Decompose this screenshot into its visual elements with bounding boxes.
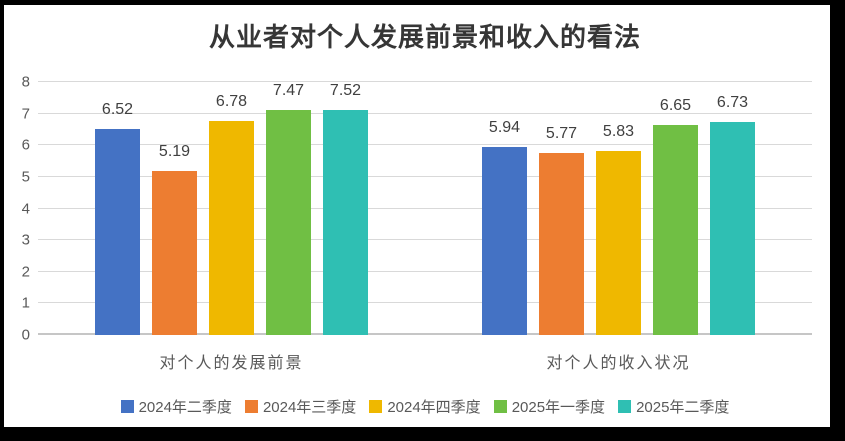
legend-item: 2024年二季度 bbox=[120, 396, 232, 417]
gridline bbox=[38, 302, 812, 304]
bar-slot: 5.19 bbox=[152, 82, 197, 335]
legend-swatch-icon bbox=[244, 400, 258, 413]
bar-value-label: 6.78 bbox=[215, 92, 248, 110]
y-tick-label: 6 bbox=[21, 136, 30, 154]
bar-value-label: 5.77 bbox=[545, 124, 578, 142]
bars-container: 6.52 5.19 6.78 7.47 7.52 5.94 5.77 5.83 6.65 6.73 bbox=[38, 82, 812, 335]
legend: 2024年二季度 2024年三季度 2024年四季度 2025年一季度 2025年二季度 bbox=[38, 396, 812, 417]
x-category-label: 对个人的收入状况 bbox=[546, 355, 691, 372]
category-group: 5.94 5.77 5.83 6.65 6.73 bbox=[425, 82, 812, 335]
bar-value-label: 6.52 bbox=[101, 100, 134, 118]
plot-area: 6.52 5.19 6.78 7.47 7.52 5.94 5.77 5.83 6.65 6.73 bbox=[38, 81, 812, 335]
chart-canvas: 从业者对个人发展前景和收入的看法 0 1 2 3 4 5 6 7 8 6.52 5.19 6.78 7… bbox=[4, 5, 830, 427]
legend-swatch-icon bbox=[618, 400, 632, 413]
legend-swatch-icon bbox=[369, 400, 383, 413]
bar-slot: 6.52 bbox=[95, 82, 140, 335]
bar-slot: 6.78 bbox=[209, 82, 254, 335]
legend-label: 2024年三季度 bbox=[262, 399, 357, 416]
y-tick-label: 2 bbox=[21, 263, 30, 281]
x-category-label: 对个人的发展前景 bbox=[159, 355, 304, 372]
bar bbox=[266, 110, 311, 335]
gridline bbox=[38, 81, 812, 82]
y-tick-label: 0 bbox=[21, 326, 30, 344]
legend-item: 2024年三季度 bbox=[244, 396, 357, 417]
gridline bbox=[38, 175, 812, 177]
bar bbox=[323, 110, 368, 335]
chart-title: 从业者对个人发展前景和收入的看法 bbox=[208, 22, 641, 52]
bar bbox=[596, 150, 641, 335]
bar-value-label: 5.94 bbox=[488, 119, 521, 137]
y-tick-label: 4 bbox=[21, 200, 30, 217]
bar bbox=[482, 147, 527, 335]
bar-slot: 7.47 bbox=[266, 82, 311, 335]
bar bbox=[710, 122, 755, 335]
legend-item: 2025年二季度 bbox=[618, 396, 729, 417]
legend-swatch-icon bbox=[120, 400, 134, 413]
bar-value-label: 7.52 bbox=[329, 82, 362, 99]
bar-value-label: 5.83 bbox=[602, 122, 635, 140]
bar bbox=[95, 128, 140, 335]
bar-value-label: 5.19 bbox=[158, 142, 191, 160]
bar-value-label: 6.65 bbox=[659, 96, 692, 114]
y-tick-label: 1 bbox=[21, 294, 30, 312]
bar-value-label: 7.47 bbox=[272, 82, 305, 99]
bar bbox=[539, 152, 584, 335]
bar-value-label: 6.73 bbox=[716, 94, 749, 112]
bar bbox=[653, 124, 698, 335]
bar-slot: 7.52 bbox=[323, 82, 368, 335]
legend-item: 2024年四季度 bbox=[369, 396, 481, 417]
legend-swatch-icon bbox=[493, 400, 507, 413]
y-tick-label: 7 bbox=[21, 105, 30, 123]
bar-slot: 5.83 bbox=[596, 82, 641, 335]
legend-item: 2025年一季度 bbox=[493, 396, 606, 417]
bar-slot: 6.73 bbox=[710, 82, 755, 335]
x-axis-line bbox=[38, 333, 812, 335]
bar-slot: 6.65 bbox=[653, 82, 698, 335]
legend-label: 2024年四季度 bbox=[387, 399, 481, 416]
gridline bbox=[38, 239, 812, 241]
bar-slot: 5.77 bbox=[539, 82, 584, 335]
bar bbox=[152, 170, 197, 335]
category-group: 6.52 5.19 6.78 7.47 7.52 bbox=[38, 82, 425, 335]
gridline bbox=[38, 112, 812, 114]
legend-label: 2024年二季度 bbox=[138, 399, 232, 416]
y-tick-label: 3 bbox=[21, 231, 30, 249]
legend-label: 2025年二季度 bbox=[636, 399, 730, 416]
legend-label: 2025年一季度 bbox=[511, 399, 606, 416]
bar bbox=[209, 120, 254, 335]
bar-slot: 5.94 bbox=[482, 82, 527, 335]
gridline bbox=[38, 270, 812, 272]
y-tick-label: 5 bbox=[21, 168, 30, 186]
x-axis: 对个人的发展前景 对个人的收入状况 bbox=[38, 349, 812, 373]
gridline bbox=[38, 207, 812, 209]
y-tick-label: 8 bbox=[21, 73, 30, 91]
gridline bbox=[38, 144, 812, 146]
y-axis: 0 1 2 3 4 5 6 7 8 bbox=[4, 75, 32, 343]
